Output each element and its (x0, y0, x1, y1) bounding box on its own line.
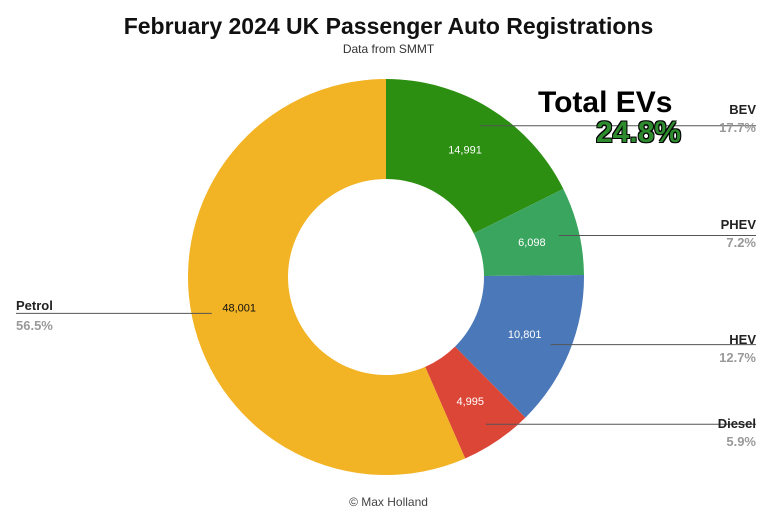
slice-name-bev: BEV (729, 102, 756, 117)
total-evs-label: Total EVs (538, 86, 673, 119)
slice-value-bev: 14,991 (448, 144, 482, 156)
total-evs-value: 24.8% (596, 116, 682, 149)
slice-hev (454, 275, 584, 418)
slice-percent-diesel: 5.9% (726, 434, 756, 449)
slice-bev (386, 79, 564, 234)
credit-text: © Max Holland (349, 495, 428, 509)
chart-title: February 2024 UK Passenger Auto Registra… (123, 13, 654, 39)
slice-value-diesel: 4,995 (456, 396, 484, 408)
slice-percent-phev: 7.2% (726, 235, 756, 250)
slice-percent-hev: 12.7% (719, 350, 756, 365)
slice-diesel (425, 346, 526, 459)
slice-phev (473, 188, 584, 277)
chart-subtitle: Data from SMMT (342, 42, 435, 56)
slice-name-hev: HEV (729, 332, 756, 347)
slice-name-petrol: Petrol (16, 298, 53, 313)
slice-value-phev: 6,098 (518, 237, 546, 249)
slice-value-petrol: 48,001 (222, 303, 256, 315)
slice-percent-petrol: 56.5% (16, 318, 53, 333)
slice-petrol (187, 79, 466, 476)
slice-percent-bev: 17.7% (719, 120, 756, 135)
slice-value-hev: 10,801 (508, 329, 542, 341)
slice-name-diesel: Diesel (718, 416, 756, 431)
slice-name-phev: PHEV (721, 217, 757, 232)
